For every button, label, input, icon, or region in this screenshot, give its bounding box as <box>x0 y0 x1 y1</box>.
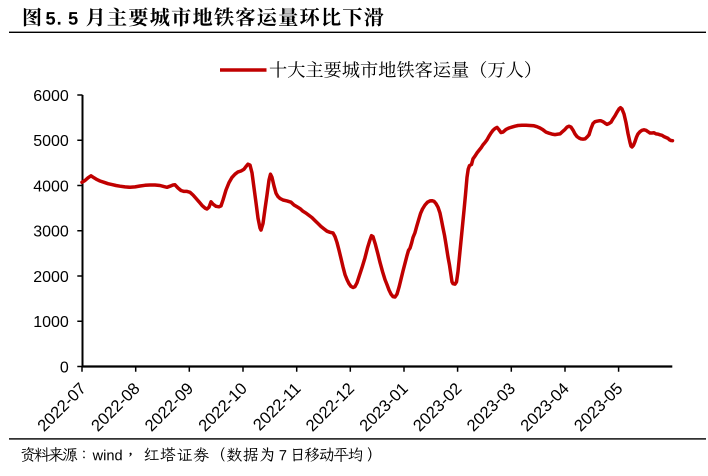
svg-text:2000: 2000 <box>33 269 69 286</box>
svg-text:6000: 6000 <box>33 88 69 105</box>
svg-text:5000: 5000 <box>33 133 69 150</box>
svg-text:3000: 3000 <box>33 224 69 241</box>
svg-text:4000: 4000 <box>33 178 69 195</box>
svg-text:1000: 1000 <box>33 314 69 331</box>
svg-text:0: 0 <box>60 359 69 376</box>
